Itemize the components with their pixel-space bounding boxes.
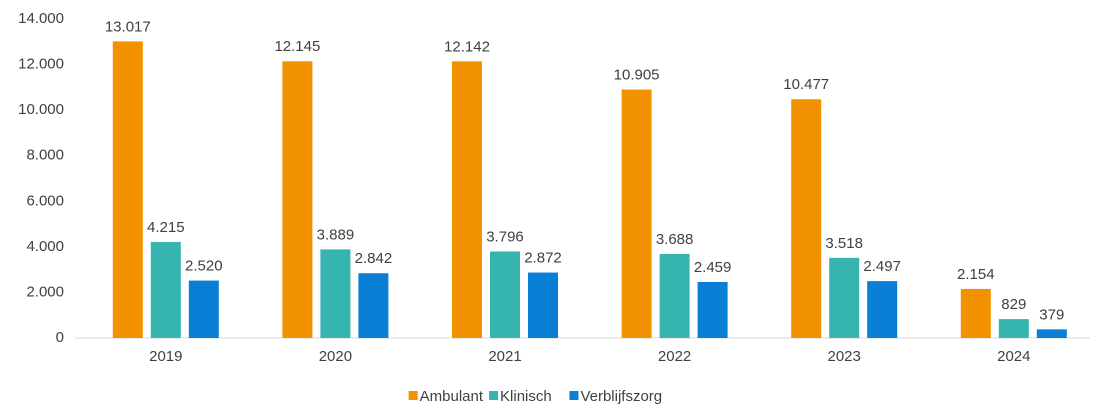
value-label: 10.905 bbox=[614, 66, 660, 83]
y-tick-label: 2.000 bbox=[26, 283, 64, 300]
bar bbox=[791, 99, 822, 338]
legend-label: Klinisch bbox=[500, 388, 552, 405]
bar bbox=[998, 319, 1029, 338]
bar bbox=[829, 257, 860, 338]
legend-label: Ambulant bbox=[420, 388, 484, 405]
legend-swatch bbox=[408, 391, 418, 400]
x-tick-label: 2022 bbox=[658, 348, 691, 365]
value-label: 10.477 bbox=[783, 76, 829, 93]
value-label: 4.215 bbox=[147, 219, 185, 236]
value-label: 2.497 bbox=[863, 258, 901, 275]
bar bbox=[112, 41, 143, 339]
x-tick-label: 2024 bbox=[997, 348, 1030, 365]
value-label: 2.872 bbox=[524, 250, 562, 267]
value-label: 12.145 bbox=[274, 38, 320, 55]
y-tick-label: 6.000 bbox=[26, 192, 64, 209]
x-tick-label: 2019 bbox=[149, 348, 182, 365]
bar bbox=[1036, 329, 1067, 338]
y-tick-label: 12.000 bbox=[18, 56, 64, 73]
legend-label: Verblijfszorg bbox=[580, 388, 662, 405]
bar bbox=[659, 253, 690, 338]
legend-swatch bbox=[489, 391, 499, 400]
value-label: 829 bbox=[1001, 296, 1026, 313]
bar bbox=[621, 89, 652, 338]
bar bbox=[452, 61, 482, 339]
x-tick-label: 2021 bbox=[488, 348, 521, 365]
value-label: 2.459 bbox=[694, 259, 732, 276]
bar bbox=[188, 280, 219, 338]
value-label: 13.017 bbox=[105, 18, 151, 35]
legend-swatch bbox=[569, 391, 579, 400]
bar bbox=[697, 281, 728, 338]
value-label: 3.518 bbox=[825, 235, 863, 252]
bar bbox=[282, 61, 313, 339]
x-tick-label: 2023 bbox=[828, 348, 861, 365]
value-label: 2.154 bbox=[957, 266, 995, 283]
value-label: 2.520 bbox=[185, 258, 223, 275]
y-tick-label: 10.000 bbox=[18, 101, 64, 118]
y-tick-label: 8.000 bbox=[26, 147, 64, 164]
bar bbox=[867, 281, 898, 338]
bar bbox=[320, 249, 351, 338]
bar bbox=[490, 251, 520, 338]
y-tick-label: 4.000 bbox=[26, 238, 64, 255]
value-label: 379 bbox=[1039, 306, 1064, 323]
value-label: 2.842 bbox=[355, 250, 393, 267]
value-label: 12.142 bbox=[444, 38, 490, 55]
bar bbox=[150, 241, 181, 338]
x-tick-label: 2020 bbox=[319, 348, 352, 365]
bar bbox=[528, 272, 558, 338]
y-tick-label: 0 bbox=[56, 329, 64, 346]
value-label: 3.796 bbox=[486, 228, 524, 245]
value-label: 3.688 bbox=[656, 231, 694, 248]
value-label: 3.889 bbox=[317, 226, 355, 243]
bar bbox=[960, 288, 991, 338]
bar bbox=[358, 273, 389, 338]
y-tick-label: 14.000 bbox=[18, 10, 64, 27]
